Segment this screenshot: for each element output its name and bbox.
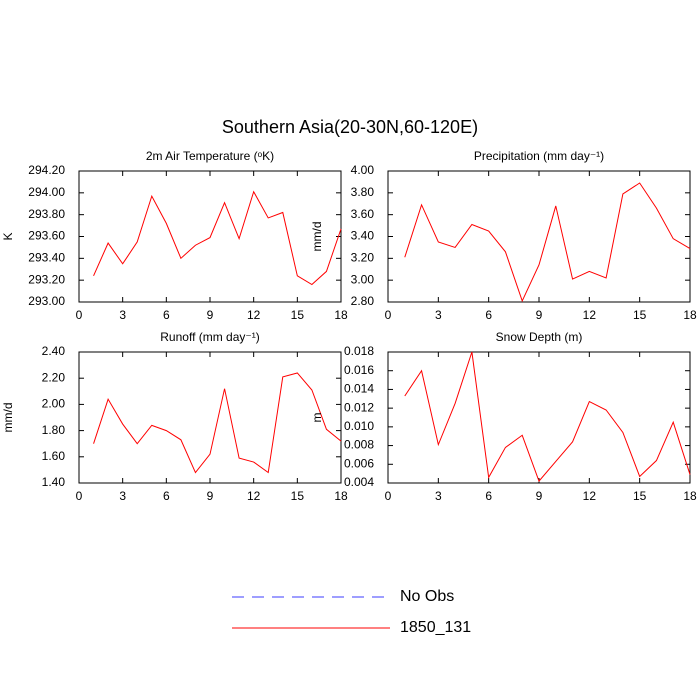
x-tick-label: 0 (76, 489, 83, 503)
x-tick-label: 9 (536, 489, 543, 503)
x-tick-label: 3 (435, 489, 442, 503)
panel-title: Precipitation (mm day⁻¹) (474, 149, 604, 163)
y-tick-label: 293.20 (28, 272, 65, 286)
y-tick-label: 2.20 (42, 370, 66, 384)
y-axis-label: K (1, 232, 15, 240)
y-tick-label: 0.006 (344, 456, 374, 470)
x-tick-label: 12 (583, 489, 597, 503)
x-tick-label: 12 (247, 308, 261, 322)
panel-title: 2m Air Temperature (ᵒK) (146, 149, 274, 163)
y-axis-label: mm/d (310, 222, 324, 252)
data-line (93, 190, 342, 286)
y-tick-label: 0.010 (344, 419, 374, 433)
y-tick-label: 293.00 (28, 294, 65, 308)
x-tick-label: 18 (683, 308, 697, 322)
y-tick-label: 3.60 (351, 207, 375, 221)
legend-label: No Obs (400, 588, 454, 605)
x-tick-label: 12 (247, 489, 261, 503)
y-tick-label: 4.00 (351, 163, 375, 177)
y-tick-label: 1.60 (42, 449, 66, 463)
y-tick-label: 0.012 (344, 400, 374, 414)
y-tick-label: 0.004 (344, 475, 374, 489)
panel-title: Snow Depth (m) (496, 330, 583, 344)
x-tick-label: 9 (207, 489, 214, 503)
figure-title: Southern Asia(20-30N,60-120E) (222, 117, 478, 137)
x-tick-label: 15 (291, 489, 305, 503)
x-tick-label: 18 (334, 489, 348, 503)
y-tick-label: 1.80 (42, 423, 66, 437)
y-tick-label: 294.20 (28, 163, 65, 177)
y-tick-label: 0.016 (344, 363, 374, 377)
data-line (404, 351, 691, 483)
panel-title: Runoff (mm day⁻¹) (160, 330, 259, 344)
y-tick-label: 0.008 (344, 438, 374, 452)
y-tick-label: 3.00 (351, 272, 375, 286)
x-tick-label: 9 (536, 308, 543, 322)
x-tick-label: 15 (633, 308, 647, 322)
x-tick-label: 0 (385, 308, 392, 322)
x-tick-label: 18 (334, 308, 348, 322)
y-tick-label: 293.60 (28, 229, 65, 243)
y-tick-label: 2.80 (351, 294, 375, 308)
x-tick-label: 9 (207, 308, 214, 322)
x-tick-label: 12 (583, 308, 597, 322)
y-tick-label: 293.40 (28, 251, 65, 265)
y-tick-label: 2.00 (42, 397, 66, 411)
x-tick-label: 3 (119, 308, 126, 322)
x-tick-label: 6 (485, 308, 492, 322)
x-tick-label: 3 (119, 489, 126, 503)
y-tick-label: 2.40 (42, 344, 66, 358)
x-tick-label: 15 (633, 489, 647, 503)
x-tick-label: 0 (76, 308, 83, 322)
y-tick-label: 3.80 (351, 185, 375, 199)
x-tick-label: 6 (485, 489, 492, 503)
legend-label: 1850_131 (400, 619, 471, 636)
x-tick-label: 3 (435, 308, 442, 322)
x-tick-label: 6 (163, 489, 170, 503)
data-line (93, 372, 342, 474)
x-tick-label: 15 (291, 308, 305, 322)
y-tick-label: 1.40 (42, 475, 66, 489)
y-tick-label: 0.014 (344, 382, 374, 396)
y-axis-label: mm/d (1, 403, 15, 433)
x-tick-label: 18 (683, 489, 697, 503)
x-tick-label: 0 (385, 489, 392, 503)
y-tick-label: 293.80 (28, 207, 65, 221)
y-tick-label: 3.40 (351, 229, 375, 243)
y-tick-label: 294.00 (28, 185, 65, 199)
data-line (404, 182, 691, 303)
y-tick-label: 0.018 (344, 344, 374, 358)
y-tick-label: 3.20 (351, 251, 375, 265)
y-axis-label: m (310, 413, 324, 423)
x-tick-label: 6 (163, 308, 170, 322)
